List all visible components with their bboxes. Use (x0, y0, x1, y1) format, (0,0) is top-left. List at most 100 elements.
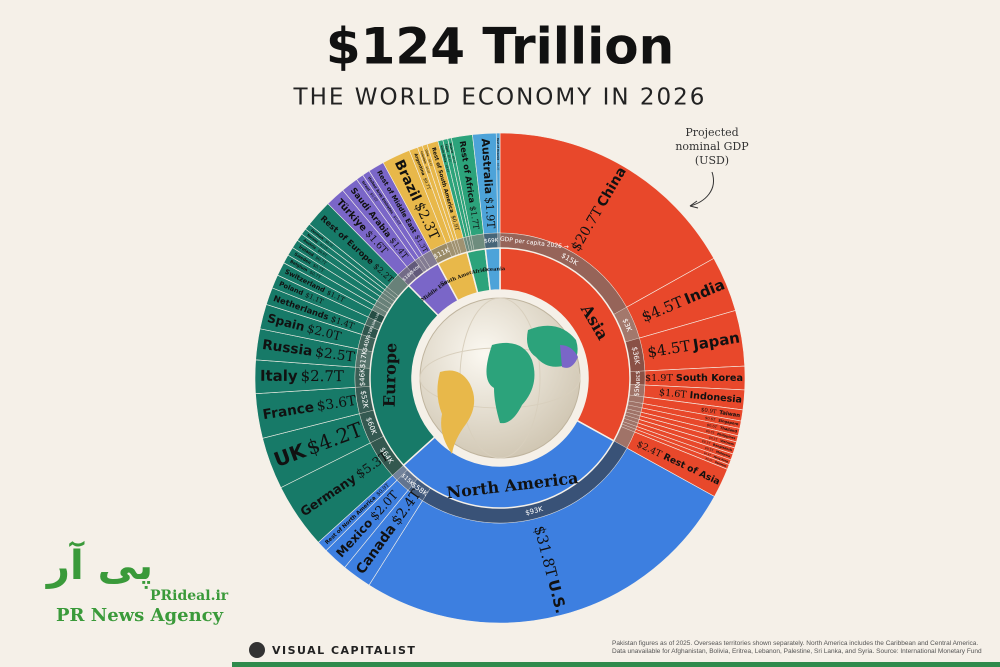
country-name: Philippines (717, 432, 736, 441)
country-name: South Africa (440, 145, 448, 163)
country-value: $0.7T (312, 263, 325, 274)
per-capita-label: $30K (370, 318, 377, 328)
country-label: Israel$0.6T (361, 180, 379, 203)
globe (419, 297, 581, 459)
region-label: Europe (380, 342, 401, 407)
region-group: Australia $1.9T $69K Rest of Oceania $0.3T Oc… (472, 132, 506, 292)
country-name: Norway (306, 233, 319, 244)
country-value: $0.5T (708, 435, 717, 441)
country-value: $0.9T (450, 215, 460, 232)
country-label: $0.5TMalaysia (704, 446, 730, 458)
annotation-arrowhead (689, 200, 699, 209)
footer-rule (232, 662, 1000, 667)
watermark-site: PRideal.ir (150, 588, 229, 604)
brand-name: VISUAL CAPITALIST (272, 644, 416, 657)
per-capita-label: $78K (366, 326, 374, 338)
annotation: Projected nominal GDP (USD) (675, 126, 749, 167)
country-name: Singapore (718, 419, 740, 427)
country-label: Rest of Oceania $0.3T (496, 138, 500, 171)
country-value: $0.7T (309, 270, 322, 280)
per-capita-label: $118K (373, 311, 381, 322)
per-capita-label: $17K (359, 349, 369, 368)
region-label: Oceania (482, 266, 506, 273)
country-name: Italy (260, 367, 298, 385)
watermark-agency: PR News Agency (56, 605, 224, 626)
country-value: $0.4T (704, 451, 712, 456)
per-capita-label: $36K (630, 346, 641, 365)
country-name: Israel (361, 180, 371, 192)
country-label: $0.4THong Kong (703, 451, 729, 464)
country-name: Rest of Oceania (496, 138, 500, 161)
region-group: $20.7TChina$15K$4.5TIndia$3K$4.5TJapan$3… (499, 132, 746, 497)
country-value: $1.9T (482, 197, 497, 230)
country-value: $0.5T (704, 446, 714, 453)
country-value: $1.6T (659, 387, 688, 400)
country-value: $0.4T (705, 457, 713, 463)
region-label: Africa (470, 267, 489, 276)
globe-middle-east (560, 345, 578, 368)
country-name: Vietnam (720, 439, 735, 447)
country-value: $0.3T (497, 163, 500, 171)
country-label: Australia $1.9T (479, 138, 498, 230)
country-label: $0.9T Taiwan (701, 407, 741, 419)
country-value: $0.9T (701, 407, 718, 415)
country-value: $0.6T (369, 192, 379, 203)
globe-south-america (437, 370, 475, 454)
per-capita-label: $52K (359, 390, 370, 409)
country-label: South Africa$0.4T (440, 145, 451, 173)
per-capita-label: $46K (358, 368, 366, 386)
country-label: $0.6T Thailand (706, 423, 737, 434)
country-value: $0.5T (324, 239, 333, 248)
country-value: $2.7T (301, 367, 344, 385)
country-label: $0.6T Singapore (705, 416, 740, 427)
country-label: $1.6T Indonesia (659, 387, 743, 405)
country-name: Pakistan (714, 460, 727, 468)
country-value: $0.4T (428, 159, 433, 167)
country-label: Chile $0.4T (424, 149, 433, 167)
brand-logo (249, 642, 265, 658)
per-capita-label: $40K (363, 335, 373, 351)
country-name: Colombia (420, 151, 428, 165)
country-value: $0.3T (452, 156, 456, 164)
country-value: $0.7T (315, 255, 328, 266)
country-value: $0.5T (319, 242, 328, 250)
country-name: South Korea (676, 373, 743, 384)
country-value: $0.6T (705, 416, 717, 422)
country-value: $1.7T (468, 205, 482, 231)
country-label: Colombia$0.4T (420, 151, 432, 175)
country-label: $0.5TVietnam (708, 435, 734, 446)
per-capita-label: $40K (410, 264, 422, 275)
watermark-logo: پی آر (45, 540, 153, 589)
country-label: Norway$0.5T (306, 233, 328, 251)
country-value: $1.9T (645, 373, 674, 384)
country-value: $0.6T (317, 249, 328, 259)
sunburst: $20.7TChina$15K$4.5TIndia$3K$4.5TJapan$3… (254, 132, 746, 624)
annotation-arrow (689, 171, 714, 207)
country-value: $0.4T (447, 155, 452, 163)
country-value: $0.7T (423, 177, 432, 190)
country-label: Egypt$0.4T (444, 144, 452, 163)
country-label: $1.9T South Korea (645, 373, 743, 385)
country-label: Italy $2.7T (260, 367, 344, 385)
country-value: $2.5T (314, 344, 355, 365)
country-name: Australia (479, 138, 496, 194)
country-value: $0.4T (425, 166, 430, 174)
country-name: France (262, 399, 315, 423)
region-arc (499, 247, 631, 442)
country-value: $0.5T (701, 439, 710, 445)
per-capita-label: $38K (634, 371, 640, 386)
region-arc (484, 247, 501, 292)
region-arc (402, 419, 615, 509)
globe-africa (486, 342, 535, 424)
country-value: $0.5T (705, 429, 714, 435)
country-name: Egypt (444, 144, 450, 154)
footer-note: Pakistan figures as of 2025. Overseas te… (612, 640, 982, 655)
country-name: Thailand (720, 426, 738, 434)
country-name: Nigeria (449, 143, 455, 154)
country-value: $0.6T (706, 423, 718, 429)
per-capita-label: $69K (484, 238, 499, 245)
country-name: Malaysia (715, 450, 730, 459)
